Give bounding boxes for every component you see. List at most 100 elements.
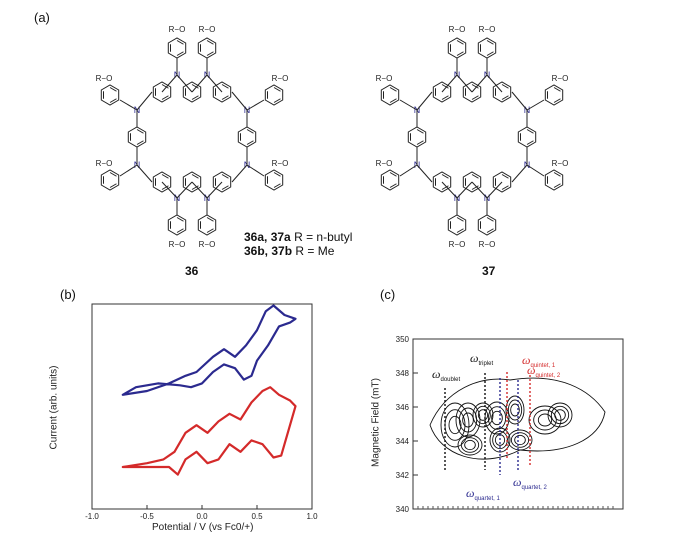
double-bond xyxy=(456,217,464,222)
double-bond xyxy=(456,228,464,233)
bond xyxy=(176,74,193,93)
double-bond xyxy=(441,185,449,190)
r-definition-1-group: R = n-butyl xyxy=(294,230,353,244)
epr-contour xyxy=(494,434,506,446)
bond xyxy=(246,164,265,177)
cv-x-axis-label: Potential / V (vs Fc0/+) xyxy=(152,522,253,533)
r-definition-2: 36b, 37b R = Me xyxy=(244,244,334,258)
double-bond xyxy=(416,129,424,134)
double-bond xyxy=(136,129,144,134)
double-bond xyxy=(221,95,229,100)
double-bond xyxy=(109,87,117,92)
alkoxy-group: R−O xyxy=(199,25,216,34)
benzene-ring xyxy=(544,169,564,191)
epr-y-axis-label: Magnetic Field (mT) xyxy=(370,378,382,467)
benzene-ring xyxy=(212,81,232,103)
epr-outer-contour xyxy=(429,377,606,460)
r-definition-2-compounds: 36b, 37b xyxy=(244,244,293,258)
bond xyxy=(511,91,528,111)
double-bond xyxy=(109,98,117,103)
epr-contour xyxy=(440,402,470,448)
double-bond xyxy=(486,51,494,56)
alkoxy-group: R−O xyxy=(272,159,289,168)
alkoxy-group: R−O xyxy=(272,74,289,83)
double-bond xyxy=(553,87,561,92)
epr-contour xyxy=(528,405,562,435)
double-bond xyxy=(486,40,494,45)
molecule-37: N NN NN NN NR−O R−OR−O R−OR−O R−OR−O R−O xyxy=(376,25,569,249)
double-bond xyxy=(471,185,479,190)
double-bond xyxy=(161,174,169,179)
alkoxy-group: R−O xyxy=(96,74,113,83)
epr-contour xyxy=(458,407,478,433)
double-bond xyxy=(161,84,169,89)
bond xyxy=(526,99,545,111)
double-bond xyxy=(456,40,464,45)
alkoxy-group: R−O xyxy=(552,74,569,83)
benzene-ring xyxy=(492,81,512,103)
epr-annotation-subscript: quartet, 2 xyxy=(521,485,547,491)
alkoxy-group: R−O xyxy=(479,240,496,249)
bond xyxy=(191,181,208,199)
bond xyxy=(471,74,488,93)
double-bond xyxy=(176,40,184,45)
benzene-ring xyxy=(492,171,512,193)
double-bond xyxy=(206,217,214,222)
double-bond xyxy=(526,140,534,145)
epr-y-tick-label: 340 xyxy=(396,505,410,514)
double-bond xyxy=(456,51,464,56)
epr-annotation-2: ωtriplet xyxy=(470,351,493,367)
epr-contour xyxy=(491,410,503,426)
bond xyxy=(191,74,208,93)
epr-annotation-4: ωquintet, 2 xyxy=(527,363,561,379)
double-bond xyxy=(389,172,397,177)
double-bond xyxy=(526,129,534,134)
bond xyxy=(399,164,418,177)
epr-chart: 340 342 344 346 348 350 ωdoublet ωtriplet ωquint… xyxy=(396,335,624,514)
epr-y-tick-label: 346 xyxy=(396,403,410,412)
alkoxy-group: R−O xyxy=(199,240,216,249)
cv-x-tick-label: 0.5 xyxy=(251,512,263,521)
alkoxy-group: R−O xyxy=(552,159,569,168)
double-bond xyxy=(109,172,117,177)
alkoxy-group: R−O xyxy=(449,240,466,249)
benzene-ring xyxy=(477,214,497,236)
epr-contour xyxy=(464,439,476,451)
double-bond xyxy=(206,228,214,233)
epr-annotation-subscript: quartet, 1 xyxy=(474,496,500,502)
benzene-ring xyxy=(182,171,202,193)
epr-contour xyxy=(507,399,523,421)
benzene-ring xyxy=(264,169,284,191)
double-bond xyxy=(221,185,229,190)
double-bond xyxy=(176,228,184,233)
double-bond xyxy=(441,174,449,179)
epr-contour xyxy=(514,434,526,446)
double-bond xyxy=(191,185,199,190)
epr-plot-frame xyxy=(412,338,624,510)
benzene-ring xyxy=(197,214,217,236)
bond xyxy=(441,74,458,93)
double-bond xyxy=(471,174,479,179)
epr-y-tick-label: 342 xyxy=(396,471,410,480)
double-bond xyxy=(441,84,449,89)
double-bond xyxy=(273,172,281,177)
epr-y-tick-label: 348 xyxy=(396,369,410,378)
bond xyxy=(399,99,418,111)
epr-contour xyxy=(537,413,553,427)
double-bond xyxy=(553,183,561,188)
benzene-ring xyxy=(462,171,482,193)
epr-contour xyxy=(484,401,510,435)
cv-x-axis-text: Potential / V (vs Fc0/+) xyxy=(152,522,254,533)
bond xyxy=(416,164,433,183)
epr-contour xyxy=(448,415,462,435)
panel-c-label: (c) xyxy=(380,287,396,302)
bond xyxy=(246,99,265,111)
benzene-ring xyxy=(462,81,482,103)
bond xyxy=(486,181,503,199)
double-bond xyxy=(273,183,281,188)
benzene-ring xyxy=(182,81,202,103)
double-bond xyxy=(471,84,479,89)
benzene-ring xyxy=(100,84,120,106)
epr-y-axis-label-box: Magnetic Field (mT) xyxy=(366,355,386,495)
epr-annotation-5: ωquartet, 1 xyxy=(466,486,500,502)
